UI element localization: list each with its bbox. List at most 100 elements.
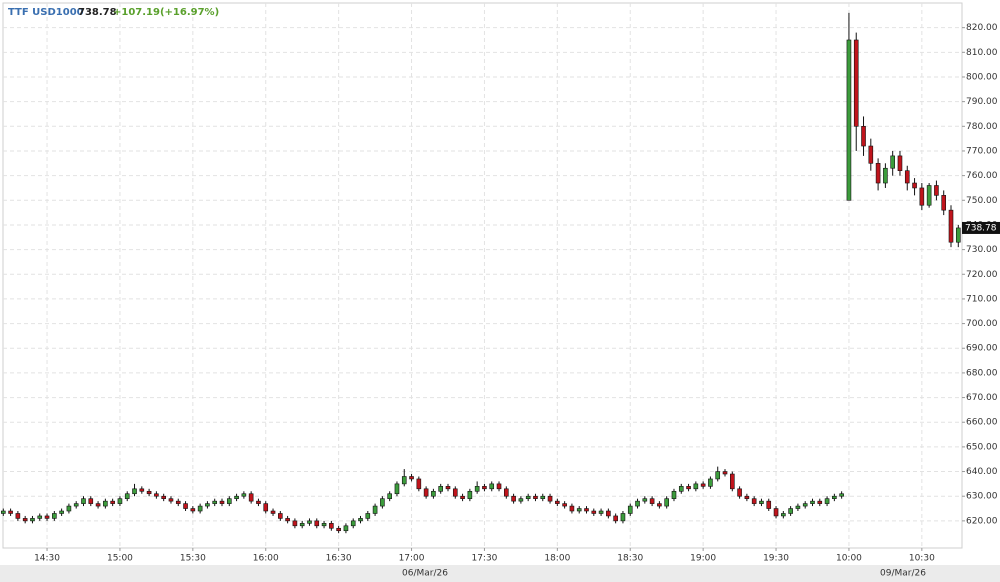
- date-strip: [0, 565, 1000, 582]
- candle-body: [278, 513, 283, 519]
- candle-body: [729, 473, 735, 490]
- candle-body: [183, 503, 188, 509]
- candle-body: [30, 518, 35, 522]
- candle-body: [146, 490, 152, 495]
- candle-body: [584, 508, 589, 512]
- candle-body: [810, 500, 815, 504]
- candle-body: [329, 523, 334, 529]
- candle-body: [205, 503, 210, 507]
- x-tick-label: 16:30: [326, 554, 352, 564]
- candle-body: [540, 495, 546, 499]
- candle-body: [445, 486, 451, 490]
- x-tick-label: 19:00: [690, 554, 716, 564]
- candle-body: [336, 527, 341, 532]
- candle-body: [649, 498, 655, 504]
- candle-body: [511, 495, 516, 502]
- candle-body: [795, 505, 801, 509]
- y-tick-label: 680.00: [966, 368, 998, 378]
- candle-body: [88, 498, 94, 504]
- y-tick-label: 670.00: [966, 393, 998, 403]
- x-tick-label: 10:00: [836, 554, 862, 564]
- y-tick-label: 720.00: [966, 270, 998, 280]
- y-tick-label: 660.00: [966, 418, 998, 428]
- x-tick-label: 15:30: [180, 554, 206, 564]
- candle-body: [781, 513, 786, 517]
- candle-body: [817, 500, 823, 504]
- candle-body: [613, 515, 618, 522]
- candle-body: [132, 488, 137, 495]
- candle-body: [504, 488, 509, 497]
- candle-body: [788, 508, 793, 514]
- y-tick-label: 690.00: [966, 344, 998, 354]
- y-tick-label: 750.00: [966, 196, 998, 206]
- price-tag: [962, 221, 1000, 234]
- candle-body: [496, 483, 502, 490]
- candle-body: [489, 483, 495, 490]
- candle-body: [285, 518, 290, 522]
- x-tick-label: 19:30: [763, 554, 789, 564]
- candle-body: [81, 498, 86, 504]
- y-tick-label: 770.00: [966, 146, 998, 156]
- candle-body: [161, 495, 166, 499]
- y-tick-label: 800.00: [966, 72, 998, 82]
- candle-body: [452, 488, 458, 497]
- candle-body: [627, 505, 633, 514]
- candle-body: [37, 515, 43, 519]
- date-label: 09/Mar/26: [880, 569, 926, 579]
- candle-body: [124, 493, 130, 499]
- symbol: TTF USD1000: [8, 7, 84, 18]
- candle-body: [175, 500, 181, 504]
- y-tick-label: 810.00: [966, 48, 998, 58]
- candle-body: [722, 471, 728, 475]
- candle-body: [642, 498, 648, 502]
- candle-body: [766, 500, 772, 509]
- candle-body: [664, 498, 669, 507]
- candle-body: [773, 508, 779, 517]
- candle-body: [751, 498, 757, 504]
- candle-body: [168, 498, 174, 502]
- candle-body: [15, 513, 21, 519]
- y-tick-label: 790.00: [966, 97, 998, 107]
- candle-body: [460, 495, 465, 499]
- change: +107.19(+16.97%): [113, 7, 219, 18]
- candle-body: [576, 508, 582, 512]
- candle-body: [263, 503, 269, 512]
- y-tick-label: 620.00: [966, 516, 998, 526]
- candle-body: [474, 486, 480, 492]
- candle-body: [832, 495, 837, 499]
- y-tick-label: 650.00: [966, 442, 998, 452]
- candle-body: [591, 510, 597, 514]
- candle-body: [700, 483, 706, 487]
- x-tick-label: 18:30: [617, 554, 643, 564]
- candle-body: [562, 503, 567, 507]
- x-tick-label: 10:30: [909, 554, 935, 564]
- y-tick-label: 730.00: [966, 245, 998, 255]
- candle-body: [8, 510, 13, 514]
- candle-body: [44, 515, 50, 519]
- candle-body: [606, 510, 611, 517]
- candle-body: [394, 483, 400, 495]
- candle-body: [117, 498, 123, 504]
- candle-body: [868, 145, 874, 164]
- y-tick-label: 710.00: [966, 294, 998, 304]
- candle-body: [839, 493, 844, 497]
- candle-body: [926, 185, 932, 206]
- candle-body: [744, 495, 750, 499]
- y-tick-label: 780.00: [966, 122, 998, 132]
- candle-body: [438, 486, 444, 492]
- candle-body: [307, 520, 312, 524]
- candle-body: [875, 162, 881, 184]
- candle-body: [343, 525, 349, 532]
- candle-body: [671, 490, 677, 499]
- x-tick-label: 17:30: [471, 554, 497, 564]
- candle-body: [401, 476, 407, 485]
- y-tick-label: 630.00: [966, 492, 998, 502]
- candle-body: [73, 503, 79, 507]
- candle-body: [533, 495, 538, 499]
- candle-body: [941, 195, 947, 211]
- candle-body: [234, 495, 239, 499]
- candle-body: [708, 478, 713, 487]
- candle-body: [846, 39, 852, 201]
- y-tick-label: 820.00: [966, 23, 998, 33]
- candle-body: [912, 182, 917, 189]
